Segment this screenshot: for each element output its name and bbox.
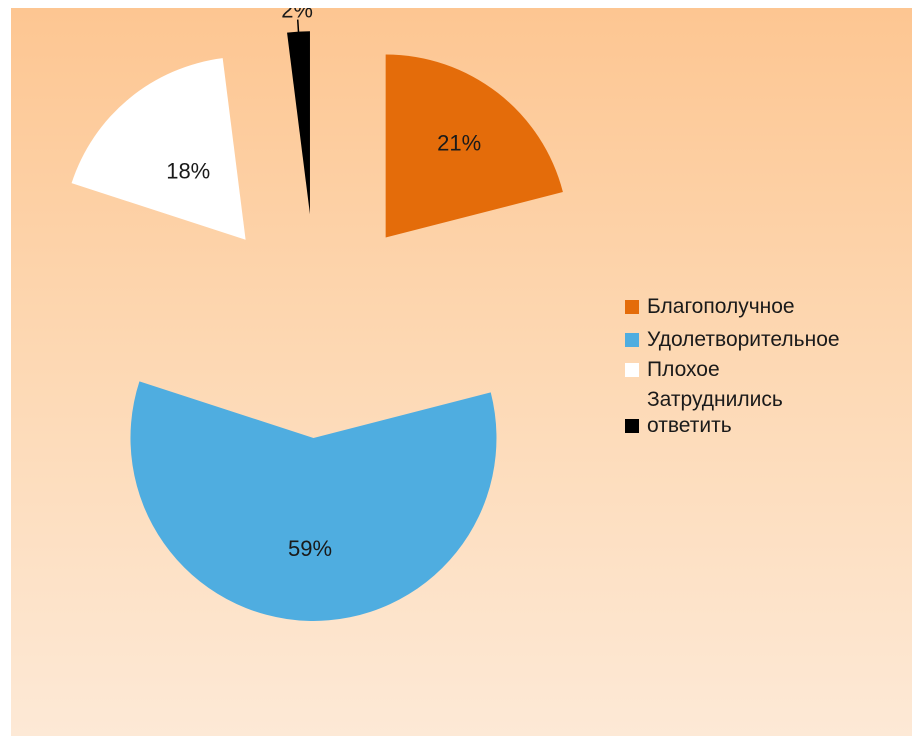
pie-slices — [71, 31, 563, 621]
legend: Благополучное Удолетворительное Плохое Затр… — [625, 295, 840, 437]
legend-label: ответить — [647, 414, 732, 437]
legend-label: Плохое — [647, 358, 720, 381]
legend-label: Удолетворительное — [647, 328, 840, 351]
slice-label-blagopoluchnoe: 21% — [437, 131, 481, 156]
slice-plokhoe — [71, 58, 246, 240]
legend-item-plokhoe: Плохое — [625, 358, 720, 381]
legend-swatch — [625, 419, 639, 433]
slice-label-udoletvoritelnoe: 59% — [288, 536, 332, 561]
legend-label: Благополучное — [647, 295, 795, 318]
legend-label: Затруднились — [647, 388, 783, 411]
pie-chart: 21% 59% 18% 2% Благополучное Удолетворительн… — [71, 8, 840, 621]
legend-swatch — [625, 363, 639, 377]
legend-item-zatrudnilis: Затруднились ответить — [625, 388, 783, 437]
slice-label-plokhoe: 18% — [166, 158, 210, 183]
slice-label-zatrudnilis: 2% — [281, 8, 313, 23]
legend-swatch — [625, 333, 639, 347]
legend-item-udoletvoritelnoe: Удолетворительное — [625, 328, 840, 351]
legend-swatch — [625, 300, 639, 314]
slice-labels: 21% 59% 18% 2% — [166, 8, 481, 561]
slice-blagopoluchnoe — [385, 54, 563, 238]
legend-item-blagopoluchnoe: Благополучное — [625, 295, 795, 318]
slice-zatrudnilis — [287, 31, 310, 215]
slice-label-leader-zatrudnilis — [296, 19, 300, 40]
chart-area: 21% 59% 18% 2% Благополучное Удолетворительн… — [11, 8, 912, 736]
slice-udoletvoritelnoe — [130, 381, 497, 621]
